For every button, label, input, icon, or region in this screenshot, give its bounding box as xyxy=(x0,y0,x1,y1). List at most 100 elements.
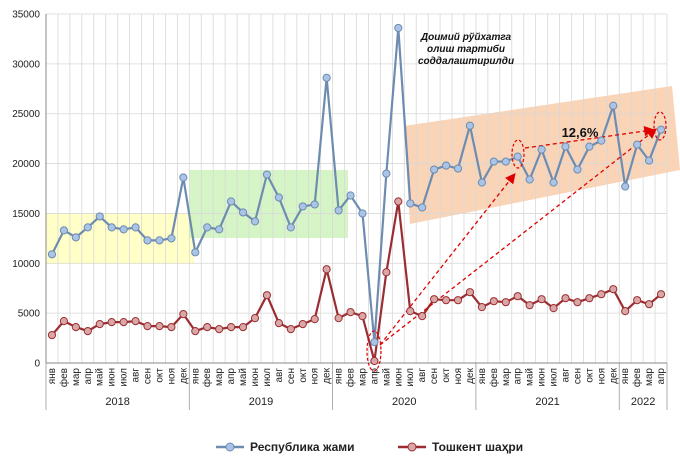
growth-label: 12,6% xyxy=(562,125,599,140)
y-tick-label: 5000 xyxy=(18,309,41,320)
x-tick-label: мар xyxy=(214,368,225,386)
data-point xyxy=(430,295,439,304)
data-point xyxy=(238,208,248,217)
data-point xyxy=(489,297,498,306)
y-tick-label: 25000 xyxy=(12,109,40,120)
data-point xyxy=(215,225,224,234)
data-point xyxy=(597,290,606,299)
data-point xyxy=(382,169,391,178)
data-point xyxy=(644,156,654,165)
data-point xyxy=(203,223,212,232)
x-tick-label: фев xyxy=(345,368,357,387)
data-point xyxy=(131,317,140,326)
data-point xyxy=(573,298,582,307)
data-point xyxy=(71,233,80,242)
x-tick-label: сен xyxy=(429,368,440,384)
data-point xyxy=(453,164,463,173)
x-tick-label: фев xyxy=(201,368,213,387)
y-axis: 0 5000 10000 15000 20000 25000 30000 35000 xyxy=(12,10,47,370)
data-point xyxy=(95,212,104,221)
data-point xyxy=(107,318,116,327)
gridlines xyxy=(45,13,668,364)
data-point xyxy=(609,101,618,110)
y-tick-label: 35000 xyxy=(12,10,40,21)
data-point xyxy=(298,202,307,211)
data-point xyxy=(47,330,57,340)
data-point xyxy=(250,217,260,226)
arrow-to-apr-2022 xyxy=(379,128,658,346)
x-tick-label: июл xyxy=(405,368,416,387)
data-point xyxy=(298,320,307,329)
data-point xyxy=(131,223,140,232)
x-tick-label: мар xyxy=(501,368,512,386)
x-tick-label: авг xyxy=(274,368,285,383)
band-2020-2022 xyxy=(404,86,680,224)
data-point xyxy=(489,157,498,166)
data-point xyxy=(406,307,415,316)
data-point xyxy=(549,178,558,187)
x-tick-label: дек xyxy=(608,367,619,383)
data-point xyxy=(71,323,80,332)
data-point xyxy=(441,296,451,305)
legend-item-tashkent: Тошкент шаҳри xyxy=(398,440,523,454)
x-tick-label: июл xyxy=(549,368,560,387)
legend: Республика жами Тошкент шаҳри xyxy=(216,440,523,454)
data-point xyxy=(585,294,594,303)
x-tick-label: дек xyxy=(322,367,333,383)
highlight-apr-2021 xyxy=(511,139,525,169)
data-point xyxy=(656,290,666,299)
y-tick-label: 30000 xyxy=(12,59,40,70)
data-point xyxy=(441,161,451,170)
x-tick-label: фев xyxy=(488,368,500,387)
x-tick-label: июн xyxy=(107,368,118,387)
data-point xyxy=(59,317,69,326)
data-point xyxy=(346,191,355,200)
period-highlight-bands xyxy=(46,86,680,264)
data-point xyxy=(59,226,69,235)
data-point xyxy=(227,197,236,206)
year-label: 2021 xyxy=(535,396,559,408)
x-axis: янв фев мар апр май июн июл авг сен окт ноя дек янв ф… xyxy=(45,362,668,410)
x-tick-label: апр xyxy=(656,368,667,385)
data-point xyxy=(561,142,570,151)
legend-label-republic: Республика жами xyxy=(250,440,355,454)
series-markers xyxy=(47,23,666,366)
x-tick-label: май xyxy=(238,368,249,386)
x-tick-label: янв xyxy=(477,368,488,384)
data-point xyxy=(644,300,654,309)
data-point xyxy=(286,324,295,334)
x-tick-label: авг xyxy=(417,368,428,383)
data-point xyxy=(310,200,319,209)
arrow-to-apr-2021 xyxy=(379,172,516,346)
x-tick-label: май xyxy=(381,368,392,386)
data-point xyxy=(513,152,522,161)
legend-label-tashkent: Тошкент шаҳри xyxy=(432,440,523,454)
x-tick-label: ноя xyxy=(596,368,607,385)
x-tick-label: сен xyxy=(143,368,154,384)
band-2019 xyxy=(189,170,348,238)
x-tick-label: мар xyxy=(644,368,655,386)
x-tick-label: ноя xyxy=(310,368,321,385)
x-tick-label: окт xyxy=(298,368,309,383)
data-point xyxy=(119,225,128,234)
x-tick-label: дек xyxy=(178,367,189,383)
data-point xyxy=(573,165,582,174)
x-tick-label: ноя xyxy=(166,368,177,385)
data-point xyxy=(83,326,92,336)
data-point xyxy=(191,326,200,336)
x-tick-label: апр xyxy=(226,368,237,385)
data-point xyxy=(370,337,379,347)
x-tick-label: апр xyxy=(513,368,524,385)
y-tick-label: 15000 xyxy=(12,209,40,220)
data-point xyxy=(453,296,463,305)
data-point xyxy=(274,193,283,202)
data-point xyxy=(143,322,152,331)
data-point xyxy=(322,265,331,274)
data-point xyxy=(179,173,188,182)
data-point xyxy=(322,73,331,82)
data-point xyxy=(167,323,176,332)
data-point xyxy=(155,322,164,331)
data-point xyxy=(262,170,272,179)
data-point xyxy=(525,301,534,310)
